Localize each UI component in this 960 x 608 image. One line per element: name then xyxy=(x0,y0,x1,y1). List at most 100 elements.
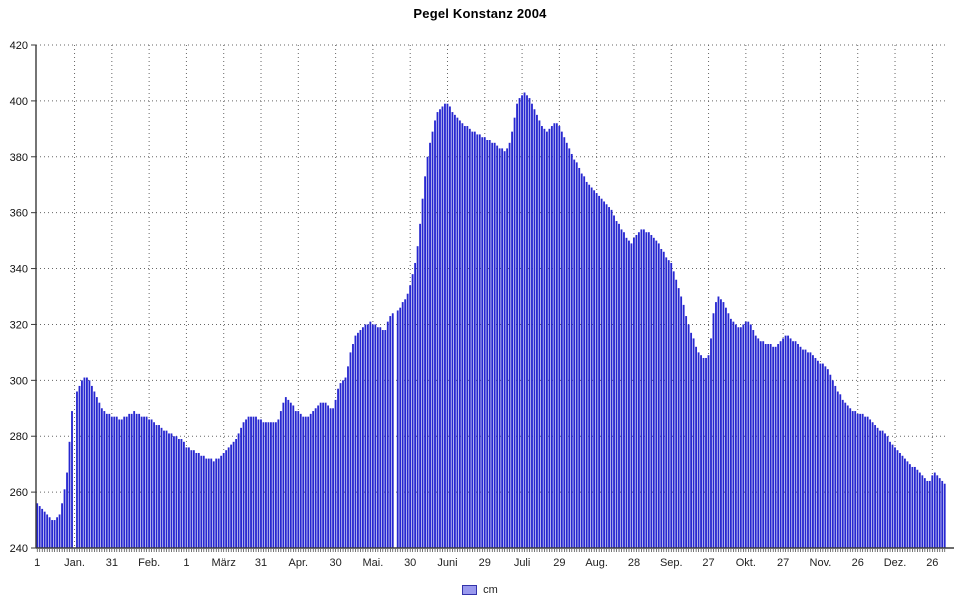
bar xyxy=(861,413,864,548)
bar xyxy=(135,413,138,548)
bar xyxy=(431,131,434,548)
bar xyxy=(463,126,466,548)
bar xyxy=(227,447,230,548)
bar xyxy=(856,413,859,548)
bar xyxy=(444,103,446,549)
bar xyxy=(675,279,678,548)
bar xyxy=(95,397,98,548)
bar xyxy=(63,489,66,548)
bar xyxy=(379,327,382,548)
bar xyxy=(851,411,854,548)
legend-label: cm xyxy=(483,584,498,596)
bar xyxy=(727,313,730,548)
bar xyxy=(225,450,228,548)
bar xyxy=(78,385,81,548)
bar xyxy=(772,346,775,548)
bar xyxy=(732,321,735,548)
bar xyxy=(493,142,496,548)
bar xyxy=(531,103,533,549)
bar xyxy=(633,237,635,548)
bar xyxy=(163,430,165,548)
bar xyxy=(202,455,205,548)
bar xyxy=(155,425,158,548)
bar xyxy=(90,385,93,548)
bar xyxy=(697,352,700,548)
bar xyxy=(908,464,911,548)
bar xyxy=(667,260,670,548)
bar xyxy=(51,520,54,548)
y-tick-label: 340 xyxy=(10,264,28,276)
bar xyxy=(744,321,747,548)
y-tick-label: 420 xyxy=(10,40,28,52)
bar xyxy=(481,137,484,548)
bar xyxy=(613,215,615,548)
bar xyxy=(416,246,419,548)
x-tick-label: 26 xyxy=(852,557,864,569)
y-tick-label: 400 xyxy=(10,96,28,108)
bar xyxy=(262,422,265,548)
bar xyxy=(222,452,225,548)
bar xyxy=(352,344,354,548)
bar xyxy=(212,461,215,548)
bar xyxy=(874,425,877,548)
bar xyxy=(381,330,384,548)
bar xyxy=(521,95,523,549)
bar xyxy=(327,405,330,548)
bar xyxy=(324,402,327,548)
bar xyxy=(404,299,407,548)
bar xyxy=(610,209,613,548)
bar xyxy=(486,140,489,548)
bar xyxy=(647,232,650,549)
bar xyxy=(859,413,862,548)
bar xyxy=(242,422,245,548)
bar xyxy=(729,318,732,548)
x-tick-label: Mai. xyxy=(363,557,384,569)
bar xyxy=(230,444,233,548)
bar xyxy=(802,349,804,548)
bar xyxy=(757,338,760,548)
bar xyxy=(312,411,315,548)
bar xyxy=(742,324,745,548)
bar xyxy=(247,416,250,548)
bar xyxy=(605,204,608,548)
bar xyxy=(608,207,610,548)
x-tick-label: Juni xyxy=(437,557,457,569)
bar xyxy=(789,338,792,548)
bar xyxy=(81,380,83,548)
bar xyxy=(220,455,223,548)
y-tick-label: 240 xyxy=(10,543,28,555)
bar xyxy=(257,419,260,548)
bar xyxy=(506,148,509,548)
bar xyxy=(461,123,464,549)
bar xyxy=(130,413,133,548)
bar xyxy=(197,452,200,548)
bar xyxy=(115,416,118,548)
bar xyxy=(588,184,591,548)
bar xyxy=(570,153,573,549)
bar xyxy=(541,126,543,548)
bar xyxy=(871,422,874,548)
bar xyxy=(685,316,688,548)
bar xyxy=(105,413,108,548)
bar xyxy=(511,131,514,548)
bar xyxy=(466,126,469,548)
bar xyxy=(357,332,359,548)
bar xyxy=(575,162,578,548)
bar xyxy=(849,408,852,548)
bar xyxy=(399,307,402,548)
bar xyxy=(767,344,770,548)
bar xyxy=(71,411,73,548)
bar xyxy=(277,419,280,548)
bar xyxy=(550,126,553,548)
bar xyxy=(513,117,516,548)
bar xyxy=(821,363,824,548)
bar xyxy=(36,503,39,548)
bar xyxy=(752,330,755,548)
bar xyxy=(282,402,285,548)
bar xyxy=(764,344,767,548)
bar xyxy=(178,439,180,548)
bar xyxy=(334,399,337,548)
bar xyxy=(265,422,267,548)
bar xyxy=(207,458,210,548)
bar xyxy=(436,112,439,548)
